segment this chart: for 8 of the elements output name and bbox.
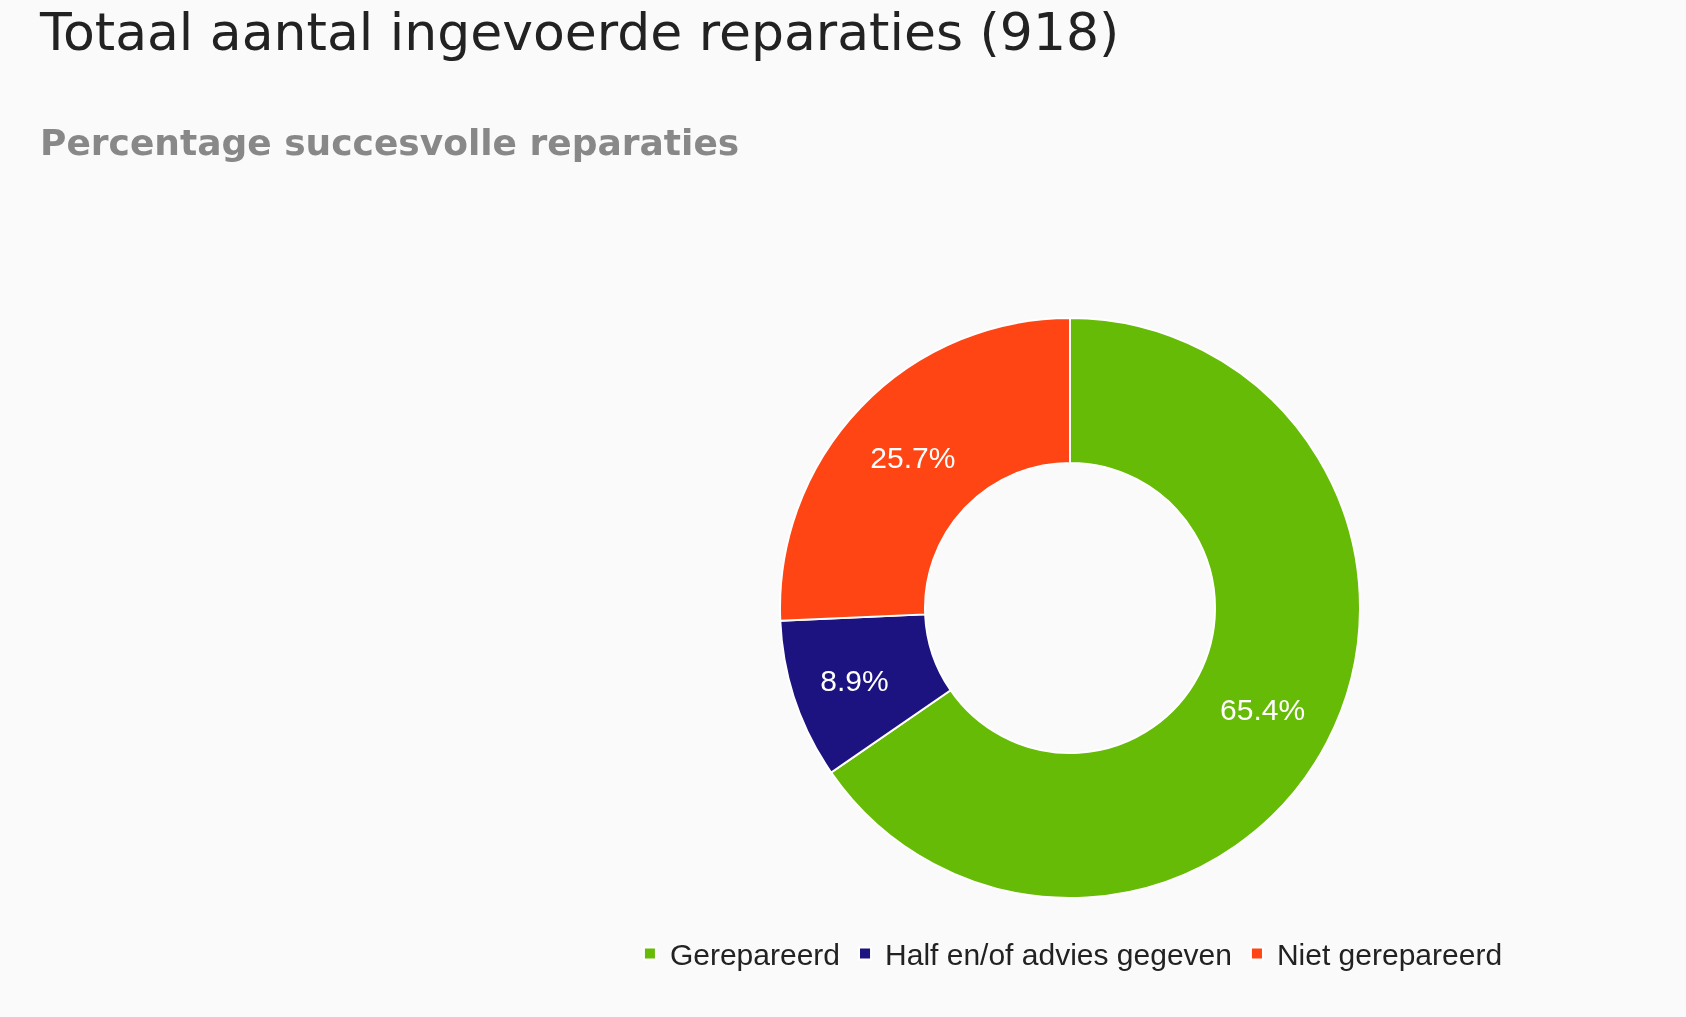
data-label: 8.9%	[820, 663, 889, 697]
data-label: 25.7%	[870, 441, 956, 475]
legend-label: Half en/of advies gegeven	[885, 938, 1232, 972]
legend-label: Gerepareerd	[669, 938, 841, 972]
data-label: 65.4%	[1220, 692, 1306, 726]
legend-label: Niet gerepareerd	[1276, 938, 1503, 972]
chart-title: Totaal aantal ingevoerde reparaties (918)	[40, 2, 1120, 62]
chart-subtitle: Percentage succesvolle reparaties	[40, 122, 740, 163]
